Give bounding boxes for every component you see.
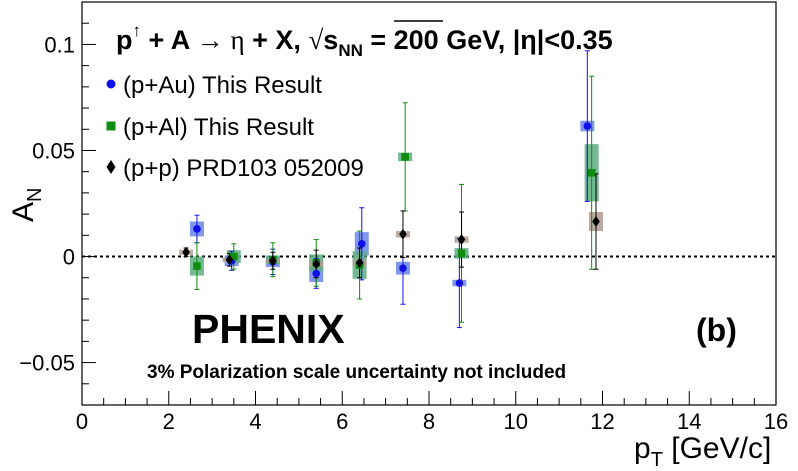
title-s: s [323, 25, 338, 55]
x-axis-label-sub: T [651, 449, 663, 471]
y-axis-label-sub: N [24, 188, 46, 202]
point-pau [583, 122, 592, 130]
title-nn: NN [338, 41, 363, 60]
point-pau [455, 279, 464, 287]
plot-frame [81, 1, 777, 406]
legend-marker-pau [106, 79, 116, 89]
point-pau [357, 240, 366, 248]
title-energy: = 200 GeV, |η|<0.35 [363, 25, 613, 55]
experiment-label: PHENIX [192, 306, 345, 352]
x-tick-label: 6 [336, 409, 348, 434]
point-pal [587, 168, 596, 177]
chart-title: p↑ + A → η + X, √sNN = 200 GeV, |η|<0.35 [116, 21, 613, 60]
x-tick-label: 8 [423, 409, 435, 434]
markers [182, 122, 600, 287]
point-pp [225, 254, 234, 266]
point-pp [269, 255, 277, 267]
legend-marker-pal [106, 121, 116, 131]
legend-label-pal: (p+Al) This Result [123, 114, 314, 141]
point-pp [312, 258, 321, 270]
y-tick-label: 0.05 [32, 138, 75, 163]
title-eta: η [224, 25, 245, 55]
x-tick-label: 2 [163, 409, 175, 434]
panel-label: (b) [696, 312, 737, 348]
point-pal [457, 249, 466, 258]
point-pal [401, 153, 409, 161]
x-tick-label: 14 [677, 409, 701, 434]
title-plus-a: + A [141, 25, 197, 55]
title-proton: p [116, 25, 133, 55]
x-tick-labels: 0 2 4 6 8 10 12 14 16 [76, 409, 788, 434]
legend-label-pau: (p+Au) This Result [123, 72, 322, 99]
x-tick-label: 10 [504, 409, 528, 434]
point-pau [312, 269, 321, 278]
x-tick-label: 12 [590, 409, 614, 434]
point-pal [230, 252, 238, 261]
y-tick-label: 0 [63, 245, 75, 270]
point-pp [457, 234, 466, 246]
legend-label-pp: (p+p) PRD103 052009 [123, 155, 364, 182]
x-axis-label-main: p [634, 432, 651, 465]
y-tick-label: 0.1 [44, 32, 75, 57]
legend-marker-pp [106, 160, 116, 174]
systematic-boxes [179, 120, 603, 287]
point-pau [193, 225, 201, 233]
title-plus-x: + X, [245, 25, 309, 55]
y-tick-label: −0.05 [19, 351, 75, 376]
y-tick-labels: −0.05 0 0.05 0.1 [19, 32, 75, 375]
point-pp [399, 228, 407, 240]
y-axis-label-main: A [7, 202, 40, 222]
legend: (p+Au) This Result (p+Al) This Result (p… [106, 72, 364, 182]
title-sqrt: √ [308, 25, 323, 55]
y-axis-label: AN [7, 188, 46, 222]
x-axis-label-unit: [GeV/c] [663, 432, 771, 465]
x-tick-label: 0 [76, 409, 88, 434]
x-tick-label: 16 [764, 409, 788, 434]
x-axis-label: pT [GeV/c] [634, 432, 771, 471]
polarization-note: 3% Polarization scale uncertainty not in… [147, 362, 566, 383]
point-pal [193, 262, 201, 270]
point-pp [355, 257, 364, 269]
point-pp [182, 246, 190, 258]
title-arrow: → [197, 25, 224, 55]
minor-ticks [81, 1, 777, 406]
point-pp [592, 216, 600, 228]
point-pau [399, 264, 407, 272]
x-tick-label: 4 [249, 409, 261, 434]
title-polarization: ↑ [133, 21, 142, 40]
